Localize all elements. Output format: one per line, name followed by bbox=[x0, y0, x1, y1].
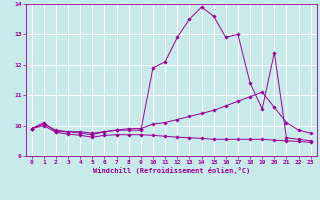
X-axis label: Windchill (Refroidissement éolien,°C): Windchill (Refroidissement éolien,°C) bbox=[92, 167, 250, 174]
